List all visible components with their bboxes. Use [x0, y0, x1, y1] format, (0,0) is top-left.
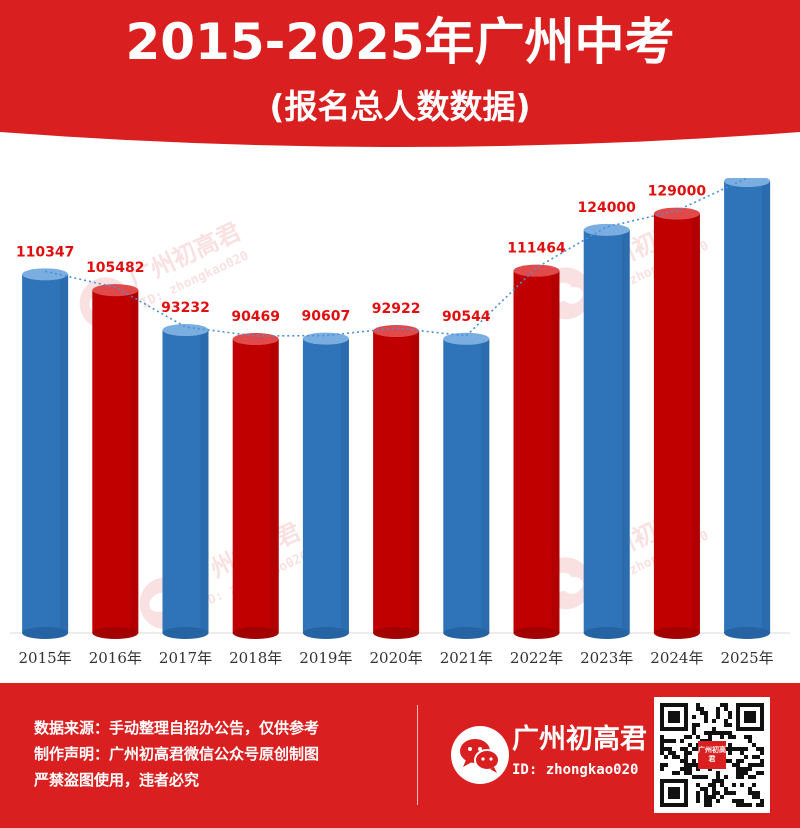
data-label: 110347 [16, 244, 74, 260]
x-tick-label: 2015年 [19, 649, 72, 667]
data-label: 93232 [161, 300, 210, 316]
x-tick-label: 2018年 [229, 649, 282, 667]
page-subtitle: (报名总人数数据) [269, 87, 531, 126]
data-label: 111464 [507, 241, 566, 257]
header-background [0, 0, 800, 147]
follow-suffix: 获取最新中考资讯 [434, 147, 561, 165]
bar-2021年 [443, 332, 490, 639]
bar-2018年 [232, 333, 279, 639]
qr-badge-logo: 广州初高君 [698, 741, 726, 769]
x-tick-label: 2021年 [440, 649, 493, 667]
brand-id: ID: zhongkao020 [512, 762, 639, 778]
bar-2020年 [373, 325, 420, 639]
bar-2019年 [302, 332, 349, 639]
bar-2022年 [513, 264, 560, 639]
x-tick-label: 2016年 [89, 649, 142, 667]
header-banner: 2015-2025年广州中考 (报名总人数数据) 关注微信公众号：广州初高君 获… [0, 0, 800, 178]
x-tick-label: 2017年 [159, 649, 212, 667]
bar-2024年 [653, 207, 700, 639]
follow-notice: 关注微信公众号：广州初高君 获取最新中考资讯 [0, 146, 800, 166]
bar-2025年 [724, 178, 771, 639]
data-label: 92922 [372, 301, 421, 317]
data-source-note: 数据来源：手动整理自招办公告，仅供参考 [34, 719, 320, 737]
follow-prefix: 关注微信公众号： [239, 147, 360, 165]
footer-divider [417, 705, 418, 805]
brand-name: 广州初高君 [512, 724, 647, 755]
warning-note: 严禁盗图使用，违者必究 [34, 771, 200, 789]
qr-code-pattern [660, 703, 764, 807]
wechat-logo-icon [451, 726, 509, 784]
x-tick-label: 2019年 [299, 649, 352, 667]
x-tick-label: 2023年 [580, 649, 633, 667]
bar-2016年 [92, 284, 139, 639]
data-label: 105482 [86, 260, 144, 276]
data-label: 90607 [302, 309, 351, 325]
declaration-note: 制作声明：广州初高君微信公众号原创制图 [34, 745, 320, 763]
qr-code[interactable]: 广州初高君 [654, 697, 770, 813]
x-tick-label: 2020年 [370, 649, 423, 667]
x-tick-label: 2025年 [721, 649, 774, 667]
data-label: 124000 [577, 200, 636, 216]
follow-account-link[interactable]: 广州初高君 [359, 147, 435, 165]
page-title: 2015-2025年广州中考 [125, 13, 675, 71]
x-tick-label: 2024年 [650, 649, 703, 667]
bar-2015年 [22, 268, 69, 639]
trend-line [44, 178, 748, 337]
bar-2023年 [583, 223, 630, 639]
footer-banner: 数据来源：手动整理自招办公告，仅供参考 制作声明：广州初高君微信公众号原创制图 … [0, 683, 800, 828]
data-label: 129000 [648, 184, 707, 200]
x-tick-label: 2022年 [510, 649, 563, 667]
data-label: 90544 [442, 309, 491, 325]
data-label: 90469 [231, 309, 280, 325]
bar-2017年 [162, 324, 209, 639]
footer-notes: 数据来源：手动整理自招办公告，仅供参考 制作声明：广州初高君微信公众号原创制图 … [34, 715, 319, 793]
